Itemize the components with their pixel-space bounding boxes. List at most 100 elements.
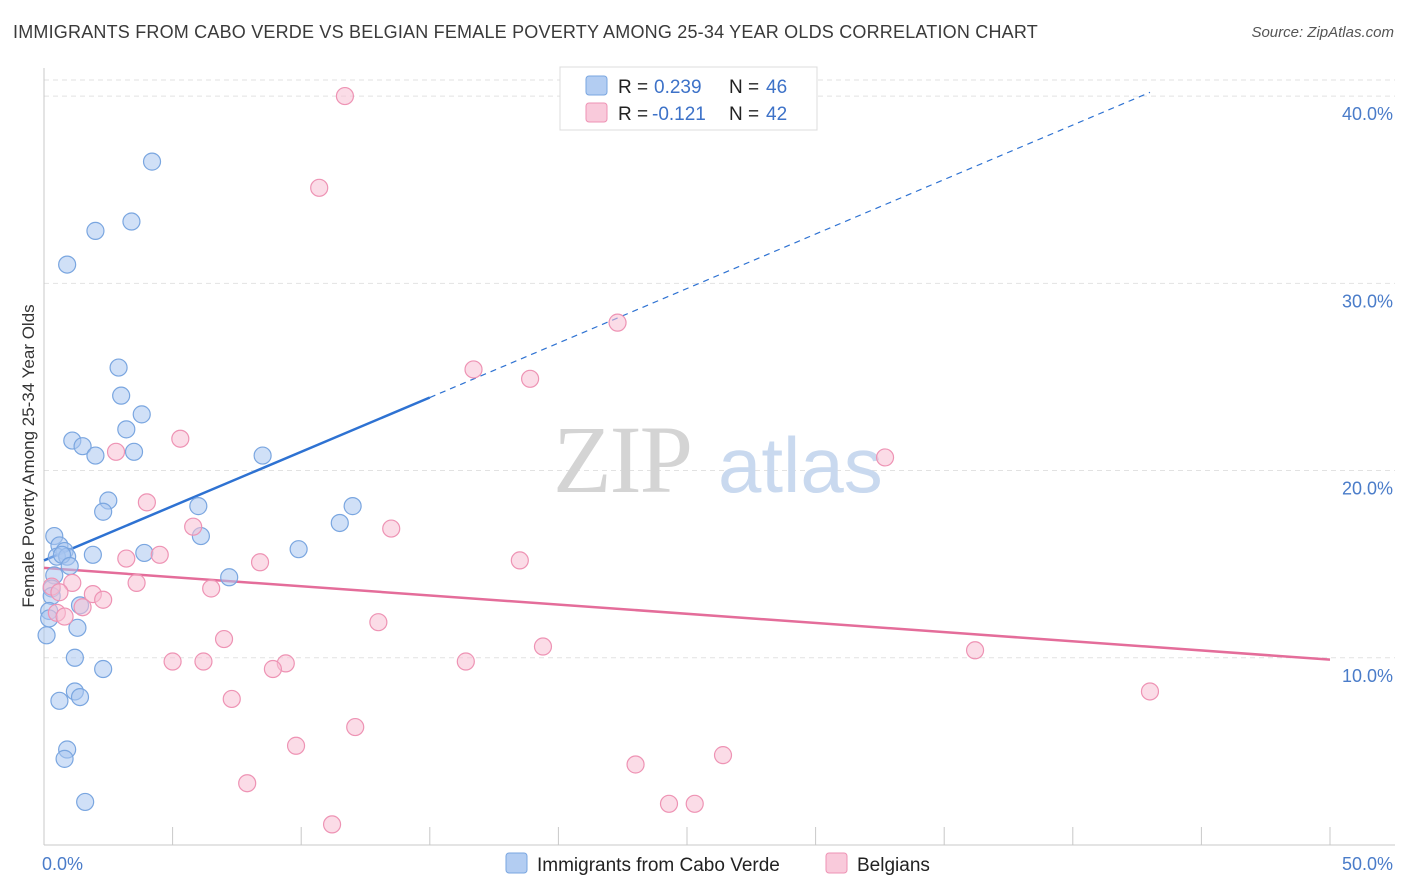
x-tick-label-0: 0.0% <box>42 854 83 874</box>
trend-lines <box>43 91 1331 661</box>
y-tick-label-2: 30.0% <box>1342 291 1393 311</box>
point-belgians-6 <box>106 442 126 461</box>
point-belgians-41 <box>659 794 679 813</box>
point-belgians-4 <box>521 369 540 388</box>
trend-line-cabo-verde <box>43 396 431 562</box>
point-cabo-verde-45 <box>76 792 95 812</box>
y-axis-label: Female Poverty Among 25-34 Year Olds <box>19 304 38 607</box>
point-belgians-39 <box>626 755 645 774</box>
point-belgians-32 <box>456 652 475 671</box>
point-cabo-verde-25 <box>135 543 154 563</box>
point-belgians-36 <box>346 717 365 737</box>
point-cabo-verde-6 <box>132 405 151 424</box>
bottom-legend-label-belgians: Belgians <box>857 855 930 876</box>
point-belgians-38 <box>713 746 733 765</box>
legend-n-value-1: 46 <box>766 77 787 98</box>
point-cabo-verde-15 <box>189 497 208 516</box>
point-cabo-verde-0 <box>142 152 162 171</box>
point-belgians-16 <box>63 573 82 592</box>
point-cabo-verde-12 <box>253 446 272 465</box>
point-cabo-verde-28 <box>60 556 79 576</box>
point-cabo-verde-26 <box>289 540 308 559</box>
bottom-legend-swatch-belgians <box>825 852 848 874</box>
point-cabo-verde-4 <box>109 358 128 377</box>
bottom-legend: Immigrants from Cabo Verde Belgians <box>505 852 930 876</box>
point-belgians-35 <box>222 689 241 709</box>
grid-lines <box>44 79 1395 659</box>
legend: R = 0.239 N = 46 R = -0.121 N = 42 <box>559 66 818 131</box>
point-cabo-verde-10 <box>73 437 92 456</box>
y-tick-label-0: 10.0% <box>1342 666 1393 686</box>
legend-r-value-2: -0.121 <box>652 104 706 125</box>
point-cabo-verde-7 <box>117 420 136 439</box>
legend-n-label-1: N = <box>729 77 759 98</box>
point-belgians-5 <box>171 429 190 448</box>
watermark-atlas: atlas <box>718 421 883 509</box>
point-belgians-0 <box>335 86 355 106</box>
axes <box>43 68 1395 846</box>
point-cabo-verde-44 <box>55 749 74 768</box>
x-tick-label-1: 50.0% <box>1342 854 1393 874</box>
watermark-zip: ZIP <box>553 406 691 513</box>
point-belgians-33 <box>263 659 283 679</box>
point-cabo-verde-42 <box>50 691 69 710</box>
point-belgians-17 <box>127 573 146 592</box>
legend-r-label-2: R = <box>618 104 648 125</box>
point-belgians-13 <box>150 545 169 564</box>
point-belgians-12 <box>117 549 136 568</box>
point-cabo-verde-14 <box>94 502 113 521</box>
point-belgians-25 <box>369 613 388 632</box>
trend-line-cabo-verde-extension <box>429 91 1151 399</box>
point-belgians-10 <box>382 519 401 538</box>
point-belgians-3 <box>464 360 483 379</box>
point-cabo-verde-1 <box>122 212 141 231</box>
legend-n-value-2: 42 <box>766 104 787 125</box>
point-belgians-40 <box>238 774 257 793</box>
point-belgians-27 <box>533 637 553 656</box>
point-belgians-42 <box>685 794 704 813</box>
legend-swatch-cabo-verde <box>585 75 608 96</box>
point-belgians-37 <box>286 736 306 755</box>
point-belgians-19 <box>50 583 69 602</box>
point-belgians-43 <box>322 815 342 834</box>
y-tick-label-1: 20.0% <box>1342 479 1393 499</box>
point-belgians-26 <box>214 629 234 649</box>
data-points <box>37 86 1160 834</box>
point-cabo-verde-16 <box>343 497 362 516</box>
point-cabo-verde-30 <box>220 568 239 587</box>
legend-r-value-1: 0.239 <box>654 77 702 98</box>
legend-n-label-2: N = <box>729 104 759 125</box>
watermark: ZIP atlas <box>553 406 883 513</box>
point-belgians-8 <box>137 493 156 512</box>
point-cabo-verde-8 <box>124 442 144 461</box>
point-belgians-34 <box>1140 682 1160 701</box>
point-cabo-verde-24 <box>83 545 102 564</box>
point-belgians-29 <box>163 652 182 671</box>
point-cabo-verde-11 <box>86 446 105 465</box>
trend-line-belgians <box>43 566 1331 661</box>
bottom-legend-label-cabo-verde: Immigrants from Cabo Verde <box>537 855 780 876</box>
point-cabo-verde-17 <box>330 513 349 533</box>
chart-title: IMMIGRANTS FROM CABO VERDE VS BELGIAN FE… <box>13 22 1038 42</box>
point-belgians-11 <box>510 551 529 570</box>
point-cabo-verde-39 <box>94 659 113 679</box>
point-belgians-14 <box>250 553 270 572</box>
legend-r-label-1: R = <box>618 77 648 98</box>
point-belgians-9 <box>184 517 203 536</box>
point-belgians-7 <box>875 448 895 467</box>
x-tick-labels: 0.0% 50.0% <box>42 854 1393 874</box>
point-belgians-28 <box>965 641 985 660</box>
bottom-legend-swatch-cabo-verde <box>505 852 528 874</box>
point-cabo-verde-36 <box>68 618 87 637</box>
point-cabo-verde-2 <box>86 221 105 240</box>
point-belgians-24 <box>55 607 74 626</box>
point-cabo-verde-3 <box>58 255 77 274</box>
point-belgians-2 <box>608 313 627 332</box>
point-cabo-verde-38 <box>65 648 84 667</box>
y-tick-labels: 10.0% 20.0% 30.0% 40.0% <box>1342 104 1393 686</box>
point-cabo-verde-41 <box>70 687 90 707</box>
point-belgians-30 <box>194 652 213 671</box>
point-belgians-18 <box>202 579 221 598</box>
point-belgians-1 <box>310 178 329 197</box>
